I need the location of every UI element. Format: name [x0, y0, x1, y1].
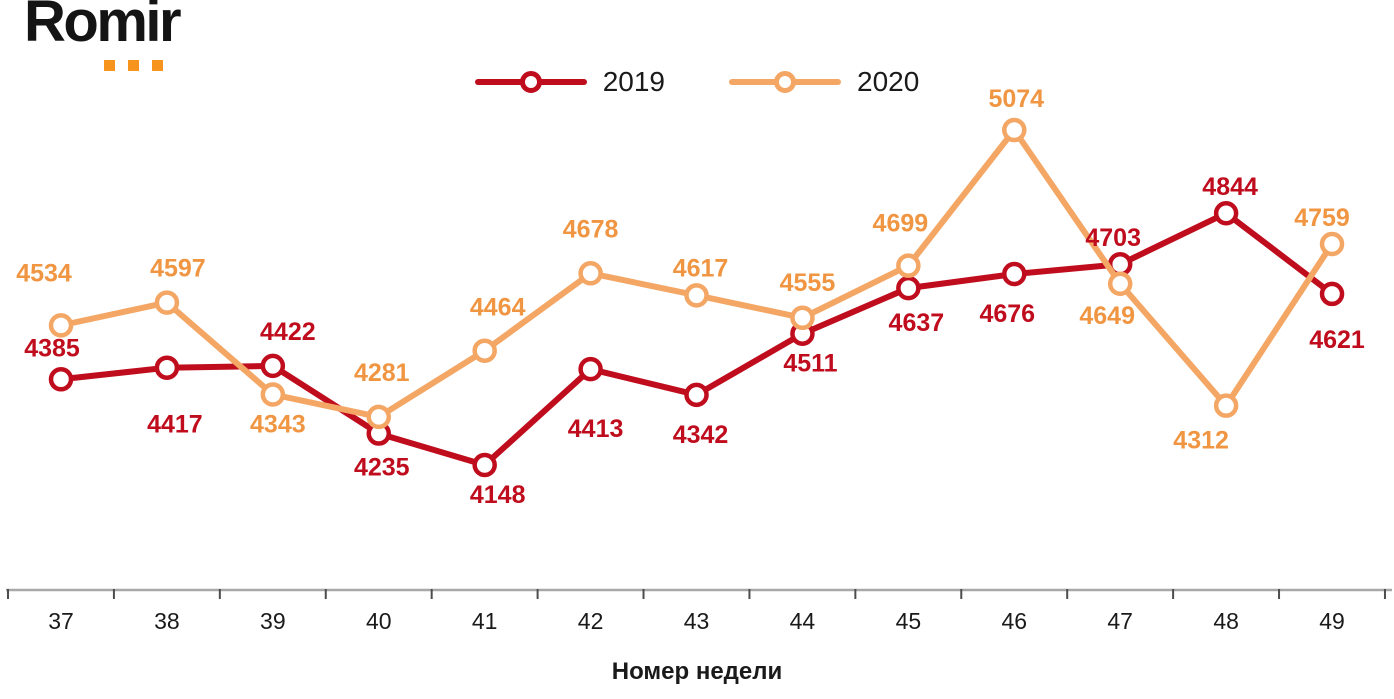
- data-point-marker-2019: [48, 367, 74, 392]
- data-label-2020: 4617: [673, 254, 729, 282]
- data-label-2020: 4534: [16, 259, 72, 287]
- x-tick-label: 47: [1107, 608, 1133, 634]
- data-label-2019: 4417: [147, 411, 203, 439]
- data-label-2019: 4148: [470, 481, 526, 509]
- logo-dot: [152, 60, 163, 71]
- data-point-marker-2020: [790, 305, 815, 331]
- legend-item-2020: 2020: [729, 68, 919, 96]
- data-point-marker-2020: [578, 261, 603, 286]
- legend-marker-icon: [774, 71, 796, 93]
- romir-logo-text: Romir: [24, 0, 182, 54]
- x-tick-label: 45: [896, 608, 922, 634]
- data-label-2019: 4413: [568, 415, 624, 443]
- data-label-2020: 4343: [250, 410, 306, 438]
- data-label-2019: 4637: [889, 309, 945, 337]
- data-label-2020: 4464: [470, 294, 526, 322]
- data-label-2020: 4678: [563, 215, 619, 243]
- legend: 2019 2020: [0, 60, 1394, 104]
- legend-label-2020: 2020: [857, 66, 920, 97]
- romir-logo: Romir: [24, 0, 182, 71]
- data-label-2019: 4422: [260, 318, 316, 346]
- x-tick-label: 41: [472, 608, 498, 634]
- logo-dot: [104, 60, 115, 71]
- x-tick-label: 39: [260, 608, 286, 634]
- data-label-2020: 4759: [1294, 204, 1350, 232]
- data-point-marker-2019: [1002, 261, 1027, 287]
- data-point-marker-2019: [578, 356, 603, 382]
- data-label-2019: 4844: [1202, 173, 1258, 201]
- data-point-marker-2020: [472, 338, 497, 363]
- data-label-2019: 4703: [1085, 224, 1141, 252]
- data-label-2019: 4676: [979, 300, 1035, 328]
- data-label-2019: 4235: [354, 454, 410, 482]
- data-point-marker-2020: [1107, 271, 1133, 297]
- data-point-marker-2019: [684, 382, 709, 408]
- x-tick-label: 46: [1001, 608, 1027, 634]
- data-label-2020: 4312: [1173, 427, 1229, 455]
- x-tick-label: 37: [48, 608, 74, 634]
- data-point-marker-2020: [260, 382, 286, 407]
- data-point-marker-2019: [1213, 200, 1239, 226]
- legend-marker-icon: [519, 71, 542, 93]
- data-point-marker-2019: [154, 355, 180, 380]
- data-label-2020: 5074: [988, 85, 1044, 113]
- data-label-2020: 4699: [873, 210, 929, 238]
- romir-logo-dots: [104, 60, 163, 71]
- data-point-marker-2020: [1319, 231, 1345, 257]
- data-point-marker-2020: [366, 404, 392, 430]
- data-point-marker-2020: [154, 290, 180, 315]
- data-label-2020: 4597: [150, 255, 206, 283]
- data-label-2020: 4649: [1079, 302, 1135, 330]
- x-tick-label: 43: [684, 608, 710, 634]
- legend-line-sample-2019: [474, 71, 587, 93]
- legend-label-2019: 2019: [602, 66, 665, 97]
- data-point-marker-2020: [48, 313, 74, 338]
- data-point-marker-2020: [684, 283, 709, 308]
- x-tick-label: 49: [1319, 608, 1345, 634]
- x-tick-label: 44: [790, 608, 816, 634]
- data-point-marker-2019: [260, 353, 286, 379]
- data-point-marker-2019: [1319, 281, 1345, 307]
- x-tick-label: 48: [1213, 608, 1239, 634]
- x-tick-label: 38: [154, 608, 180, 634]
- data-label-2019: 4385: [24, 334, 80, 362]
- legend-line-sample-2020: [729, 71, 841, 93]
- data-label-2020: 4281: [354, 359, 410, 387]
- data-label-2019: 4621: [1309, 326, 1365, 354]
- data-point-marker-2020: [1213, 393, 1239, 418]
- legend-item-2019: 2019: [474, 66, 665, 97]
- x-tick-label: 40: [366, 608, 392, 634]
- data-label-2019: 4342: [673, 421, 729, 449]
- data-point-marker-2020: [1002, 117, 1027, 143]
- logo-dot: [128, 60, 139, 71]
- data-point-marker-2020: [896, 253, 921, 278]
- data-label-2020: 4555: [780, 269, 836, 297]
- data-point-marker-2019: [896, 275, 921, 301]
- data-point-marker-2019: [472, 452, 497, 478]
- data-label-2019: 4511: [783, 350, 837, 378]
- x-tick-label: 42: [578, 608, 604, 634]
- x-axis-title: Номер недели: [612, 658, 783, 685]
